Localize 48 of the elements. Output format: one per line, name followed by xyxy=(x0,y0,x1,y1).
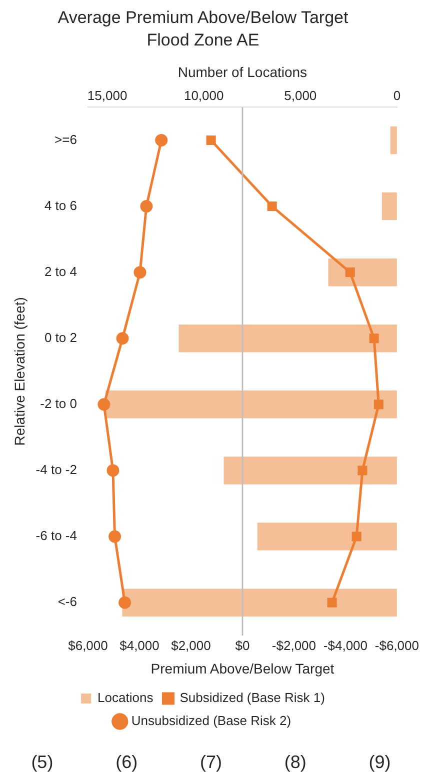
x-tick-label: $2,000 xyxy=(171,638,211,653)
point xyxy=(327,598,337,608)
text: (9) xyxy=(368,752,391,772)
y-tick-label: -6 to -4 xyxy=(36,528,77,544)
text: (5) xyxy=(31,752,54,772)
y-tick-label: -4 to -2 xyxy=(36,462,77,478)
x-tick-label: $6,000 xyxy=(68,638,108,653)
x-tick-label: $0 xyxy=(235,638,250,653)
point xyxy=(108,530,122,543)
point xyxy=(134,266,146,279)
point xyxy=(116,332,129,345)
x2-axis-title: Number of Locations xyxy=(178,64,308,80)
point xyxy=(206,135,216,146)
point xyxy=(140,200,153,213)
y-tick-label: 4 to 6 xyxy=(44,198,77,213)
point xyxy=(374,400,384,410)
legend-label: Locations xyxy=(98,690,154,706)
x-tick-label: -$4,000 xyxy=(323,638,368,653)
x-axis-title: Premium Above/Below Target xyxy=(150,660,334,676)
point xyxy=(352,532,362,542)
point xyxy=(358,466,368,476)
legend-label: Subsidized (Base Risk 1) xyxy=(180,690,325,706)
x2-tick-label: 10,000 xyxy=(184,88,224,103)
legend-label: Unsubsidized (Base Risk 2) xyxy=(131,713,292,728)
point xyxy=(106,464,120,477)
y-axis-title: Relative Elevation (feet) xyxy=(11,297,28,446)
text: (6) xyxy=(116,752,138,772)
y-tick-label: 2 to 4 xyxy=(44,264,77,279)
x-tick-label: -$6,000 xyxy=(374,638,419,653)
y-tick-label: 0 to 2 xyxy=(44,330,77,345)
y-tick-label: >=6 xyxy=(54,132,77,147)
y-tick-label: <-6 xyxy=(58,594,77,610)
point xyxy=(98,398,110,411)
x2-tick-label: 0 xyxy=(393,88,401,103)
point xyxy=(118,596,132,609)
point xyxy=(155,134,168,146)
point xyxy=(345,268,355,278)
chart-subtitle: Flood Zone AE xyxy=(146,30,260,50)
x-tick-label: -$2,000 xyxy=(272,638,316,653)
x2-tick-label: 15,000 xyxy=(87,88,128,103)
text: (7) xyxy=(200,752,222,772)
chart-title: Average Premium Above/Below Target xyxy=(58,8,348,27)
x-tick-label: $4,000 xyxy=(120,638,160,653)
point xyxy=(267,201,277,212)
y-tick-label: -2 to 0 xyxy=(40,396,77,412)
x2-tick-label: 5,000 xyxy=(284,88,317,103)
text: (8) xyxy=(284,752,306,772)
point xyxy=(369,334,379,344)
